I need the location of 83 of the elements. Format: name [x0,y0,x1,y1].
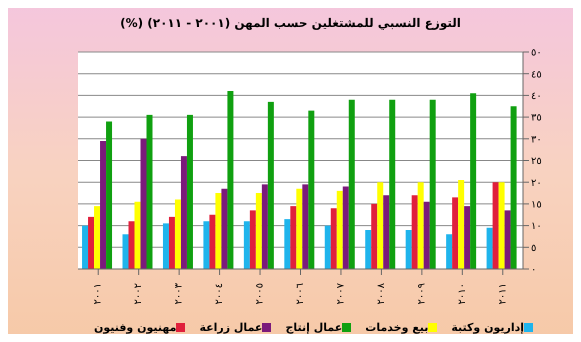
y-tick-label: ٣٥ [531,112,542,124]
bar [302,184,308,269]
bar [82,226,88,269]
y-tick-label: ٥٠ [531,48,542,59]
x-tick-label: ٢٠٠٦ [295,283,306,304]
bar [377,182,384,269]
bar [389,100,396,269]
bar [106,121,112,269]
bar [418,182,424,269]
bar [424,202,430,269]
bar [174,200,181,269]
bar [342,186,349,269]
bar [330,208,337,269]
bar [227,91,234,269]
bar [140,138,146,269]
bar [430,100,436,269]
y-tick-label: ٤٠ [531,90,542,102]
x-tick-label: ٢٠٠٧ [335,282,346,304]
bar [371,204,378,269]
y-tick-label: ٣٠ [531,134,542,146]
chart-title: التوزع النسبي للمشتغلين حسب المهن (٢٠٠١ - ٢٠١١) (%) [119,16,462,30]
bar [134,202,140,269]
y-tick-label: ٢٥ [531,156,542,168]
x-tick-label: ٢٠٠٢ [133,283,144,304]
bar [348,100,355,269]
bar [383,195,390,269]
bar [365,230,372,269]
bar [94,206,100,269]
bar [470,93,476,269]
bar [412,195,418,269]
bar [209,214,216,269]
y-tick-label: ١٥ [531,199,542,210]
legend-label: إداريون وكتبة [451,321,524,334]
bar [486,228,493,269]
y-tick-label: ٤٥ [531,69,542,80]
legend-label: عمال زراعة [199,321,262,334]
y-tick-label: ١٠ [531,221,542,232]
bar [186,114,193,269]
bar [290,206,296,269]
bar [464,206,470,269]
y-tick-label: ٥ [531,242,536,254]
bar [244,221,250,269]
bar [268,102,274,269]
bar [203,221,210,269]
bar [492,182,499,269]
bar [336,190,343,269]
x-tick-label: ٢٠٠٥ [254,283,266,304]
bar [88,216,94,269]
x-tick-label: ٢٠٠٨ [376,282,387,304]
bar [452,197,458,269]
bar [498,182,505,269]
bar [510,106,517,269]
x-tick-label: ٢٠٠٣ [174,282,185,304]
bar [308,110,314,269]
legend-label: بيع وخدمات [365,321,428,334]
y-tick-label: ٢٠ [531,178,542,189]
x-tick-label: ٢٠١١ [497,283,508,304]
bar [504,210,511,269]
bar [262,184,268,269]
bar [250,210,256,269]
bar [256,193,262,269]
y-tick-label: ٠ [531,264,536,276]
bar [406,230,412,269]
bar [446,234,452,269]
bar [180,156,187,269]
bar [215,193,222,269]
x-tick-label: ٢٠٠٩ [416,283,428,304]
bar [122,234,128,269]
bar [458,180,464,269]
legend-label: عمال إنتاج [285,321,342,334]
bar [146,114,152,269]
x-tick-label: ٢٠٠١ [92,283,104,304]
bar [168,216,175,269]
bar [221,188,228,269]
bar [128,221,134,269]
bar [100,140,106,269]
bar [162,223,169,269]
x-tick-label: ٢٠١٠ [456,283,468,304]
x-tick-label: ٢٠٠٤ [214,283,226,304]
bar [324,226,331,269]
bar [296,188,302,269]
bar [284,219,290,269]
legend-label: مهنيون وفنيون [94,321,176,334]
